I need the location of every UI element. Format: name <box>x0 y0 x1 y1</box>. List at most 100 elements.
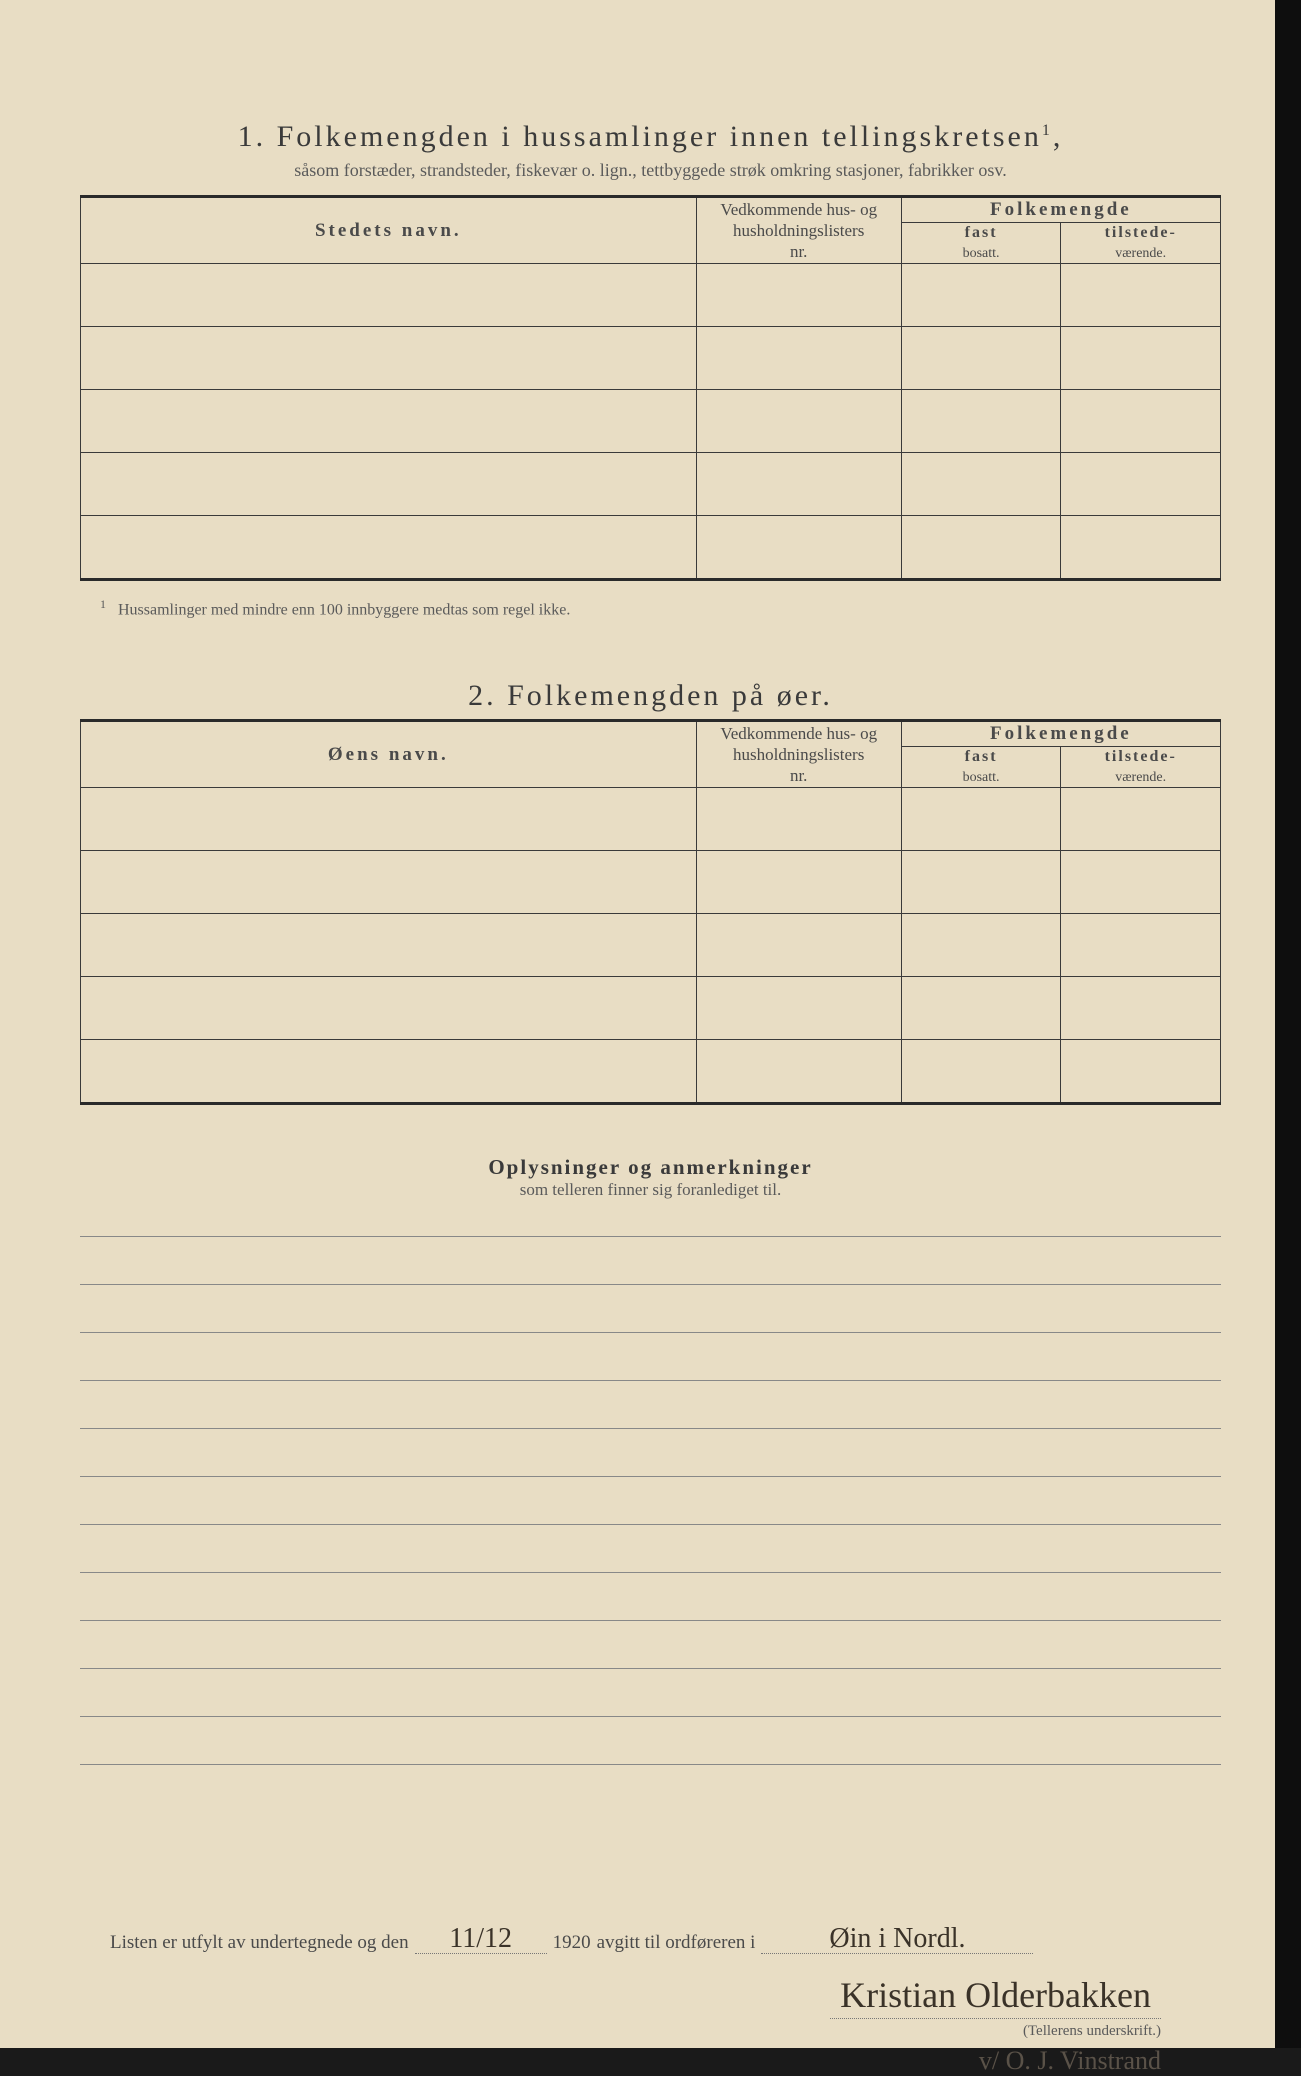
ruled-line <box>80 1477 1221 1525</box>
table-row <box>81 326 1221 389</box>
table-row <box>81 787 1221 850</box>
table-cell <box>696 787 901 850</box>
section1-col-tilstede: tilstede- værende. <box>1061 222 1221 263</box>
table-cell <box>81 850 697 913</box>
section2-number: 2. <box>468 679 497 712</box>
table-row <box>81 389 1221 452</box>
table-cell <box>696 515 901 579</box>
table-cell <box>81 389 697 452</box>
section1-col-name: Stedets navn. <box>81 197 697 264</box>
table-cell <box>81 913 697 976</box>
ruled-line <box>80 1237 1221 1285</box>
table-cell <box>901 515 1061 579</box>
signoff-year: 1920 <box>553 1932 591 1954</box>
remarks-title: Oplysninger og anmerkninger <box>80 1155 1221 1180</box>
table-row <box>81 452 1221 515</box>
ruled-line <box>80 1381 1221 1429</box>
table-cell <box>1061 787 1221 850</box>
table-cell <box>696 452 901 515</box>
table-cell <box>1061 913 1221 976</box>
section1-tbody <box>81 263 1221 579</box>
ruled-line <box>80 1429 1221 1477</box>
table-row <box>81 850 1221 913</box>
table-cell <box>696 326 901 389</box>
section2-col-tilstede: tilstede- værende. <box>1061 746 1221 787</box>
remarks-subtitle: som telleren finner sig foranlediget til… <box>80 1180 1221 1200</box>
table-cell <box>901 976 1061 1039</box>
ruled-line <box>80 1285 1221 1333</box>
table-cell <box>901 389 1061 452</box>
ruled-line <box>80 1333 1221 1381</box>
section1-title: 1. Folkemengden i hussamlinger innen tel… <box>80 120 1221 154</box>
table-cell <box>1061 1039 1221 1103</box>
ruled-line <box>80 1669 1221 1717</box>
section2-col-ref: Vedkommende hus- og husholdningslisters … <box>696 721 901 788</box>
section2: 2. Folkemengden på øer. Øens navn. Vedko… <box>80 679 1221 1105</box>
signoff-place: Øin i Nordl. <box>761 1925 1033 1954</box>
section2-title-text: Folkemengden på øer. <box>507 679 833 712</box>
signoff-line: Listen er utfylt av undertegnede og den … <box>110 1925 1221 1954</box>
table-cell <box>696 850 901 913</box>
section2-title: 2. Folkemengden på øer. <box>80 679 1221 713</box>
table-cell <box>81 1039 697 1103</box>
section1-col-fast: fast bosatt. <box>901 222 1061 263</box>
table-cell <box>1061 976 1221 1039</box>
section1-title-text: Folkemengden i hussamlinger innen tellin… <box>277 120 1042 153</box>
table-cell <box>696 389 901 452</box>
table-row <box>81 913 1221 976</box>
ruled-line <box>80 1573 1221 1621</box>
table-cell <box>901 913 1061 976</box>
section1-title-sup: 1 <box>1042 122 1053 139</box>
scan-edge <box>1275 0 1301 2048</box>
section1-number: 1. <box>238 120 267 153</box>
table-cell <box>901 452 1061 515</box>
section2-col-fast: fast bosatt. <box>901 746 1061 787</box>
table-cell <box>696 1039 901 1103</box>
section2-col-name: Øens navn. <box>81 721 697 788</box>
signoff-mid: avgitt til ordføreren i <box>597 1932 756 1954</box>
section1-table: Stedets navn. Vedkommende hus- og hushol… <box>80 195 1221 581</box>
section1-footnote: 1 Hussamlinger med mindre enn 100 innbyg… <box>100 597 1221 619</box>
table-row <box>81 263 1221 326</box>
table-row <box>81 976 1221 1039</box>
section2-tbody <box>81 787 1221 1103</box>
signature-secondary: v/ O. J. Vinstrand <box>80 2046 1161 2076</box>
table-cell <box>901 850 1061 913</box>
section2-table: Øens navn. Vedkommende hus- og husholdni… <box>80 719 1221 1105</box>
section1-subtitle: såsom forstæder, strandsteder, fiskevær … <box>80 160 1221 181</box>
table-cell <box>901 326 1061 389</box>
spacer <box>80 1765 1221 1925</box>
table-cell <box>1061 452 1221 515</box>
table-cell <box>81 326 697 389</box>
ruled-line <box>80 1717 1221 1765</box>
table-cell <box>696 913 901 976</box>
document-page: 1. Folkemengden i hussamlinger innen tel… <box>0 0 1301 2048</box>
table-cell <box>1061 515 1221 579</box>
ruled-line <box>80 1621 1221 1669</box>
section1-col-pop: Folkemengde <box>901 197 1220 223</box>
signoff-prefix: Listen er utfylt av undertegnede og den <box>110 1932 409 1954</box>
table-cell <box>1061 389 1221 452</box>
table-cell <box>1061 263 1221 326</box>
table-cell <box>1061 326 1221 389</box>
table-cell <box>1061 850 1221 913</box>
signoff-date: 11/12 <box>415 1925 547 1954</box>
signature-main: Kristian Olderbakken <box>830 1974 1161 2019</box>
table-row <box>81 515 1221 579</box>
table-cell <box>81 976 697 1039</box>
table-cell <box>81 515 697 579</box>
table-cell <box>901 1039 1061 1103</box>
section1-col-ref: Vedkommende hus- og husholdningslisters … <box>696 197 901 264</box>
table-cell <box>81 452 697 515</box>
section2-col-pop: Folkemengde <box>901 721 1220 747</box>
table-cell <box>81 263 697 326</box>
ruled-line <box>80 1525 1221 1573</box>
table-cell <box>901 787 1061 850</box>
table-cell <box>696 976 901 1039</box>
table-row <box>81 1039 1221 1103</box>
signature-label: (Tellerens underskrift.) <box>80 2023 1161 2040</box>
table-cell <box>901 263 1061 326</box>
table-cell <box>81 787 697 850</box>
remarks-ruled-area <box>80 1236 1221 1765</box>
table-cell <box>696 263 901 326</box>
